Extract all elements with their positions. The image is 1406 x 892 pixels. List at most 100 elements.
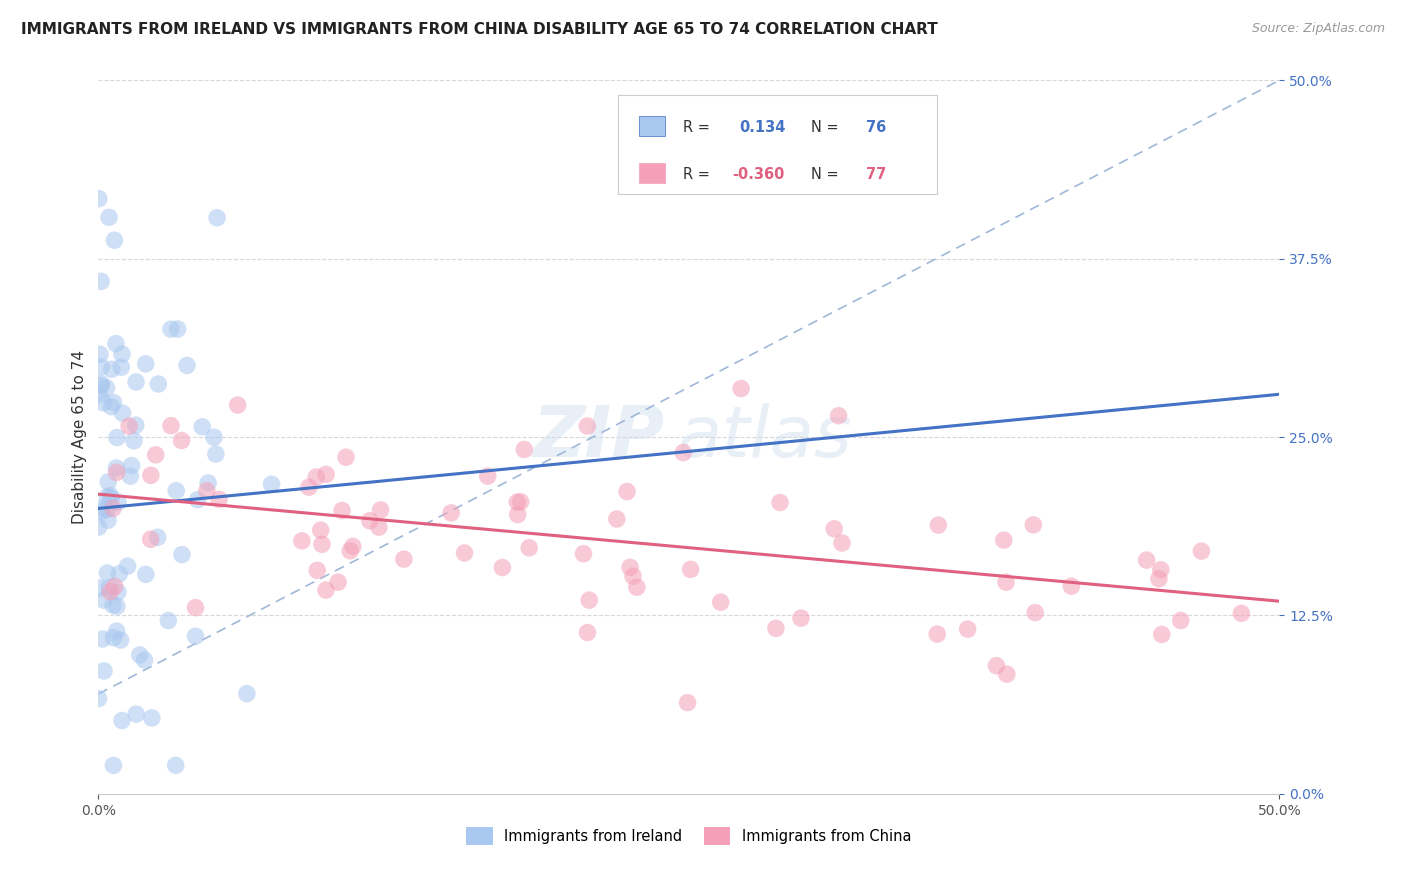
FancyBboxPatch shape xyxy=(619,95,936,194)
Point xyxy=(672,445,695,459)
Point xyxy=(205,211,228,225)
Point xyxy=(148,376,170,391)
Text: N =: N = xyxy=(811,167,842,182)
Point xyxy=(97,475,120,489)
Point xyxy=(110,633,132,648)
Point xyxy=(315,583,337,598)
Point xyxy=(298,480,321,494)
Text: atlas: atlas xyxy=(678,402,852,472)
Point xyxy=(440,506,463,520)
Point xyxy=(823,522,845,536)
Point xyxy=(103,758,125,772)
Point xyxy=(100,400,122,414)
Point xyxy=(606,512,628,526)
Point xyxy=(105,461,128,475)
Text: R =: R = xyxy=(683,167,714,182)
Point xyxy=(139,533,162,547)
Point xyxy=(309,523,332,537)
Point xyxy=(111,406,134,420)
Point xyxy=(1150,627,1173,641)
Point xyxy=(578,593,600,607)
Point xyxy=(98,211,121,225)
Point xyxy=(93,395,115,409)
Point xyxy=(90,378,112,392)
Point xyxy=(184,600,207,615)
Point xyxy=(236,687,259,701)
Point xyxy=(107,495,129,509)
Point xyxy=(170,548,193,562)
Point xyxy=(1170,614,1192,628)
Point xyxy=(160,418,183,433)
Point xyxy=(135,357,157,371)
Point xyxy=(135,567,157,582)
Point xyxy=(134,653,156,667)
Point xyxy=(118,419,141,434)
Point xyxy=(676,696,699,710)
Point xyxy=(339,544,361,558)
Point xyxy=(87,520,110,534)
Point xyxy=(986,658,1008,673)
Point xyxy=(166,322,188,336)
Point xyxy=(111,714,134,728)
Point xyxy=(105,466,128,480)
Point xyxy=(1060,579,1083,593)
Point xyxy=(765,621,787,635)
Point xyxy=(157,614,180,628)
Text: R =: R = xyxy=(683,120,714,135)
Point xyxy=(1230,607,1253,621)
Point xyxy=(96,566,118,580)
Point xyxy=(506,495,529,509)
Point xyxy=(291,533,314,548)
Point xyxy=(616,484,638,499)
Point xyxy=(125,707,148,722)
Point xyxy=(621,569,644,583)
Point xyxy=(509,495,531,509)
Point xyxy=(103,631,125,645)
Point xyxy=(453,546,475,560)
Point xyxy=(96,490,118,504)
Point xyxy=(107,585,129,599)
Point xyxy=(730,382,752,396)
Point xyxy=(359,514,381,528)
Point xyxy=(927,518,949,533)
Point xyxy=(831,536,853,550)
Text: IMMIGRANTS FROM IRELAND VS IMMIGRANTS FROM CHINA DISABILITY AGE 65 TO 74 CORRELA: IMMIGRANTS FROM IRELAND VS IMMIGRANTS FR… xyxy=(21,22,938,37)
Point xyxy=(100,491,122,505)
Point xyxy=(146,530,169,544)
Point xyxy=(517,541,540,555)
Point xyxy=(208,492,231,507)
Point xyxy=(96,381,118,395)
Text: N =: N = xyxy=(811,120,842,135)
Point xyxy=(205,447,228,461)
Point xyxy=(103,233,125,247)
Point xyxy=(710,595,733,609)
Point xyxy=(139,468,162,483)
Point xyxy=(506,508,529,522)
Point xyxy=(90,504,112,518)
Point xyxy=(342,540,364,554)
Point xyxy=(125,375,148,389)
Point xyxy=(128,648,150,662)
Point xyxy=(790,611,813,625)
Point xyxy=(125,418,148,433)
Point xyxy=(311,537,333,551)
Point xyxy=(108,566,131,581)
Point xyxy=(103,395,125,409)
Point xyxy=(170,434,193,448)
Point xyxy=(1022,517,1045,532)
Text: ZIP: ZIP xyxy=(533,402,665,472)
Point xyxy=(576,419,599,434)
Point xyxy=(260,477,283,491)
Point xyxy=(827,409,849,423)
Point xyxy=(184,629,207,643)
Point xyxy=(93,664,115,678)
Point xyxy=(117,559,139,574)
Point xyxy=(187,492,209,507)
Y-axis label: Disability Age 65 to 74: Disability Age 65 to 74 xyxy=(72,350,87,524)
Point xyxy=(165,758,187,772)
Point xyxy=(121,458,143,473)
Point xyxy=(101,598,124,612)
Point xyxy=(97,513,120,527)
Point xyxy=(477,469,499,483)
Point xyxy=(1189,544,1212,558)
